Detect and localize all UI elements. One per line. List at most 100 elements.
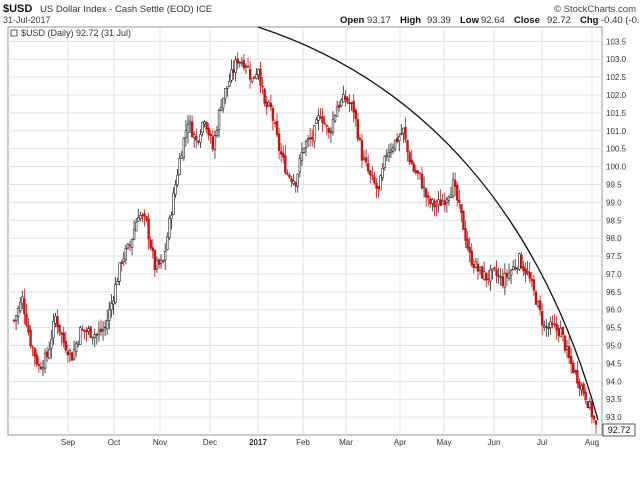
candle-body: [151, 247, 154, 252]
candle-body: [244, 65, 248, 68]
candle-body: [551, 323, 554, 325]
legend-label: $USD (Daily) 92.72 (31 Jul): [21, 28, 131, 38]
candle-body: [501, 276, 504, 286]
candle-body: [236, 58, 239, 64]
candle: [576, 360, 579, 388]
y-tick-label: 103.0: [606, 55, 627, 64]
candle-body: [296, 173, 299, 187]
candle-body: [282, 152, 285, 158]
candle-body: [456, 184, 459, 201]
candle: [70, 351, 74, 361]
y-tick-label: 100.0: [606, 163, 627, 172]
candle: [489, 264, 492, 291]
candle: [540, 302, 544, 336]
candle-body: [470, 250, 473, 266]
candle: [400, 123, 403, 136]
candle-body: [170, 214, 173, 220]
candle: [275, 113, 279, 137]
candle-body: [443, 200, 447, 206]
plot-background: [7, 26, 603, 436]
candle-body: [395, 137, 399, 142]
candle: [149, 236, 152, 250]
candle-body: [383, 156, 386, 168]
candle-body: [23, 298, 26, 315]
candle-body: [273, 122, 277, 124]
candle: [97, 321, 101, 342]
candle: [147, 212, 150, 250]
y-tick-label: 96.0: [606, 306, 622, 315]
candle-body: [112, 300, 115, 305]
candle-body: [379, 175, 382, 191]
candle: [110, 293, 113, 318]
candle: [250, 78, 254, 84]
candle-body: [420, 173, 424, 189]
candle: [19, 297, 22, 313]
candle-body: [429, 198, 432, 205]
candle-body: [174, 184, 177, 195]
candle-body: [219, 106, 223, 111]
candle-body: [540, 311, 544, 326]
candle: [555, 315, 558, 340]
candle: [371, 166, 374, 181]
candle-body: [259, 68, 262, 86]
candle: [174, 179, 177, 198]
y-tick-label: 94.5: [606, 359, 622, 368]
candle-body: [143, 213, 146, 217]
candle: [236, 52, 239, 70]
candle: [137, 208, 140, 222]
candle: [561, 326, 565, 342]
candle-body: [58, 324, 61, 333]
candle-body: [190, 121, 194, 138]
candle: [56, 309, 59, 335]
candle: [31, 345, 34, 356]
candle-body: [406, 140, 409, 153]
candle-body: [255, 74, 258, 79]
candle-body: [418, 172, 422, 174]
candle-body: [412, 163, 415, 172]
candle-body: [400, 133, 403, 135]
candle-body: [580, 385, 583, 391]
candle: [253, 76, 256, 79]
candle-body: [308, 137, 312, 140]
candle-body: [277, 133, 281, 151]
candle: [93, 328, 96, 348]
candle-body: [445, 198, 449, 204]
candle-body: [265, 101, 268, 108]
candle: [120, 259, 123, 272]
candle: [234, 55, 237, 82]
candle: [586, 400, 589, 409]
x-tick-label: 2017: [249, 438, 267, 447]
candle-body: [325, 125, 328, 127]
candle-body: [404, 126, 407, 140]
candle: [387, 144, 391, 163]
candle: [451, 172, 455, 199]
candle: [445, 196, 449, 213]
candle-body: [203, 121, 206, 125]
candle-body: [166, 236, 169, 251]
candle: [224, 88, 227, 105]
y-tick-label: 103.5: [606, 37, 627, 46]
candle: [462, 210, 465, 230]
candle-body: [435, 205, 438, 207]
candle: [418, 172, 422, 180]
candle-body: [130, 239, 134, 248]
candle-body: [176, 174, 179, 186]
candle: [420, 166, 424, 190]
candle: [315, 116, 318, 125]
candle: [547, 322, 550, 337]
candle-body: [213, 135, 217, 150]
candle: [255, 68, 258, 80]
candle-body: [106, 320, 109, 330]
candle-body: [70, 352, 74, 361]
candle: [447, 195, 451, 206]
ohlc-value: -0.40 (-0.43%): [601, 15, 640, 26]
candle: [64, 331, 67, 354]
candle-body: [362, 157, 366, 160]
candle-body: [31, 346, 34, 348]
candle-body: [168, 217, 171, 238]
candle-body: [19, 302, 22, 311]
candle-body: [333, 115, 337, 122]
candle-body: [559, 327, 562, 338]
candle-body: [149, 239, 152, 249]
candle: [184, 120, 188, 147]
